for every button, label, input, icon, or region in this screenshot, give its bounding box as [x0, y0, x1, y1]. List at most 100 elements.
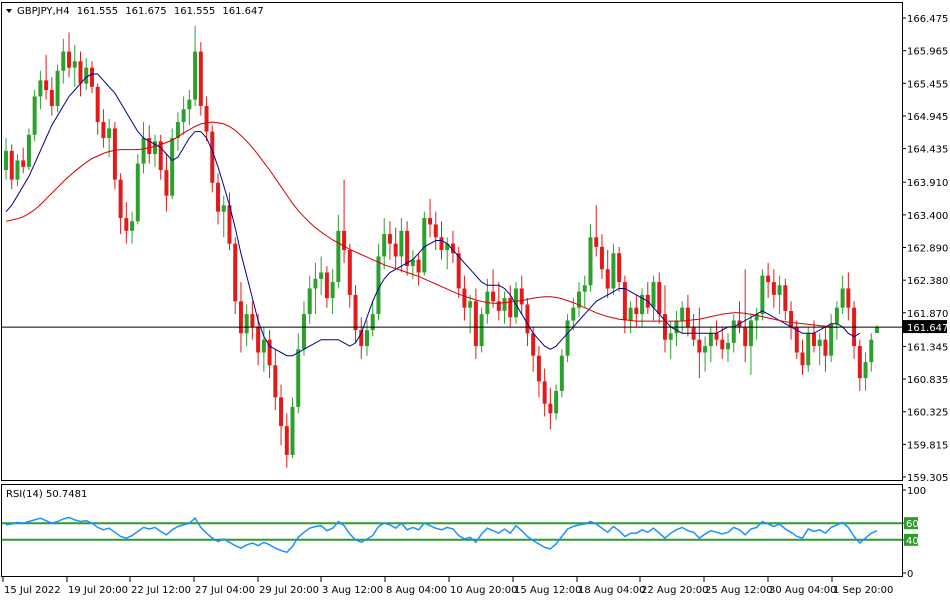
candle-body [4, 150, 8, 171]
slow-moving-average-line [5, 121, 837, 328]
candle-body [399, 230, 404, 257]
candle [370, 301, 375, 337]
candle [428, 198, 433, 238]
price-tick-label: 163.400 [907, 211, 948, 222]
candle-body [324, 272, 329, 299]
candle [857, 339, 862, 391]
candle [296, 333, 301, 414]
svg-text:GBPJPY,H4 161.555: GBPJPY,H4 161.555 161.675 161.555 161.64… [17, 6, 264, 17]
candle [766, 262, 771, 299]
candle [817, 333, 822, 366]
time-tick-label: 15 Aug 12:00 [514, 585, 581, 596]
candle [399, 218, 404, 273]
candle [599, 234, 604, 279]
candle-body [783, 285, 788, 311]
candle-body [107, 128, 112, 139]
candle [44, 54, 49, 100]
candle-body [250, 314, 255, 327]
candle [479, 307, 484, 353]
candle-body [462, 288, 467, 308]
candle-body [21, 160, 26, 167]
candle-body [789, 310, 794, 327]
candle [651, 275, 656, 321]
candle-body [49, 90, 54, 107]
candle-body [112, 128, 117, 180]
candles-group [4, 26, 879, 468]
candle [502, 291, 507, 324]
candle [456, 246, 461, 299]
candle-body [685, 307, 690, 327]
candle-body [720, 339, 725, 350]
price-tick-label: 165.965 [907, 47, 948, 58]
candle [227, 192, 232, 251]
candle-body [405, 230, 410, 267]
candle [525, 298, 530, 347]
candle-body [387, 234, 392, 244]
candle [554, 384, 559, 420]
candle-body [15, 160, 20, 180]
candle-body [703, 346, 708, 353]
candle [771, 269, 776, 308]
candle-body [863, 362, 868, 379]
candle-body [714, 333, 719, 340]
candle [164, 154, 169, 212]
rsi-level-marker [904, 533, 918, 546]
candle [15, 154, 20, 187]
candle-body [353, 294, 358, 331]
candle-body [834, 307, 839, 324]
candle-body [147, 138, 152, 155]
candle-body [175, 122, 180, 139]
candle-body [261, 339, 266, 353]
price-tick-label: 164.435 [907, 145, 948, 156]
candle-body [754, 314, 759, 321]
candle [783, 278, 788, 321]
candle [531, 326, 536, 372]
candle-body [628, 307, 633, 321]
rsi-level-marker [904, 517, 918, 530]
candle-body [38, 80, 43, 97]
candle-body [124, 218, 129, 231]
candle-body [32, 96, 37, 135]
candle-body [279, 397, 284, 427]
candle-body [634, 307, 639, 315]
candle [811, 320, 816, 353]
symbol-label: GBPJPY,H4 [17, 6, 70, 17]
candle [244, 304, 249, 347]
candle-body [9, 150, 14, 180]
candle [175, 112, 180, 151]
candle-body [726, 342, 731, 350]
rsi-label: RSI(14) 50.7481 [6, 489, 87, 500]
candle-body [748, 320, 753, 347]
candle [605, 250, 610, 299]
candle [152, 134, 157, 167]
candle-body [204, 106, 209, 132]
candle [342, 179, 347, 263]
candle-body [445, 243, 450, 251]
candle-body [611, 253, 616, 289]
candle [4, 138, 8, 180]
candle-body [181, 109, 186, 123]
price-tick-label: 162.380 [907, 276, 948, 287]
candle [777, 275, 782, 315]
candle [611, 243, 616, 295]
candle-body [531, 333, 536, 356]
candle-body [433, 224, 438, 238]
candle-body [571, 307, 576, 321]
candle-body [657, 282, 662, 315]
candle-body [44, 80, 49, 91]
candle-body [152, 141, 157, 155]
dropdown-triangle-icon[interactable] [6, 9, 12, 13]
candle-body [141, 138, 146, 164]
rsi-panel [1, 484, 903, 577]
low-value: 161.555 [174, 6, 215, 17]
candle-body [72, 61, 77, 68]
candle [9, 144, 14, 190]
price-tick-label: 163.910 [907, 178, 948, 189]
candle [233, 237, 238, 315]
candle-body [651, 282, 656, 308]
candle [61, 38, 66, 84]
candle [748, 314, 753, 375]
candle-body [875, 327, 879, 333]
